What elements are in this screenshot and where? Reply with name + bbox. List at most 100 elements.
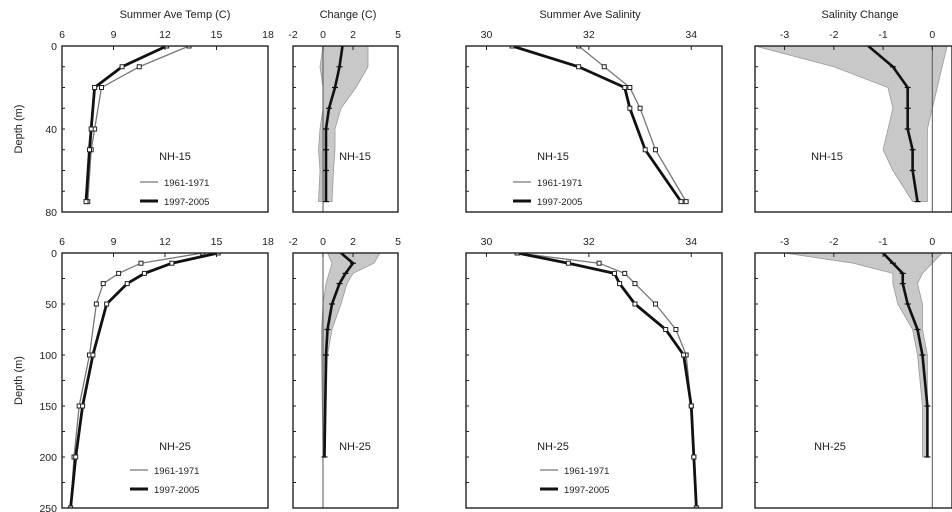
data-point (622, 85, 628, 90)
data-point (601, 64, 607, 70)
axes-frame (465, 45, 723, 213)
x-tick-label: -2 (829, 236, 838, 248)
change-band (318, 46, 369, 203)
data-point (652, 301, 658, 307)
x-tick-label: 15 (211, 236, 223, 248)
data-point (681, 352, 687, 358)
x-tick-label: 0 (929, 236, 935, 248)
x-tick-label: 34 (685, 236, 697, 248)
plot-area (755, 46, 948, 212)
x-tick-label: 9 (111, 236, 117, 248)
station-label: NH-15 (159, 151, 191, 163)
x-tick-label: 2 (350, 29, 356, 41)
x-tick-label: 32 (583, 236, 595, 248)
x-tick-label: -1 (878, 29, 887, 41)
data-point (83, 199, 89, 205)
legend-label-1997: 1997-2005 (164, 197, 209, 208)
series-line-1997 (516, 253, 698, 508)
x-tick-label: -3 (780, 236, 789, 248)
legend-label-1997: 1997-2005 (564, 485, 609, 496)
y-tick-label: 200 (39, 452, 57, 464)
change-band (784, 253, 943, 458)
data-point (141, 270, 147, 276)
x-tick-label: -3 (780, 29, 789, 41)
change-line (323, 253, 355, 458)
x-tick-label: 12 (159, 29, 171, 41)
data-point (576, 46, 582, 49)
data-point (90, 352, 96, 358)
x-tick-label: 12 (159, 236, 171, 248)
panel-title: Salinity Change (821, 9, 898, 21)
data-point (116, 270, 122, 276)
y-tick-label: 0 (51, 248, 57, 260)
data-point (642, 147, 648, 153)
data-point (611, 270, 617, 276)
legend-label-1961: 1961-1971 (154, 466, 199, 477)
axes-frame (292, 252, 399, 509)
x-tick-label: 18 (262, 29, 274, 41)
plot-area (514, 253, 699, 508)
y-tick-label: 150 (39, 401, 57, 413)
data-point (637, 105, 643, 111)
plot-area (321, 253, 381, 508)
x-tick-label: 0 (320, 236, 326, 248)
data-point (186, 46, 192, 49)
y-tick-label: 50 (45, 299, 57, 311)
panel-salinity-nh25: 30 32 34 NH-25 1961-1971 1997-2005 (465, 236, 723, 509)
x-tick-label: 30 (481, 29, 493, 41)
change-line (867, 46, 919, 202)
y-tick-label: 80 (45, 207, 57, 219)
station-label: NH-25 (537, 441, 569, 453)
data-point (632, 281, 638, 287)
y-axis-label: Depth (m) (13, 356, 25, 405)
station-label: NH-25 (339, 441, 371, 453)
series-line-1961 (578, 46, 687, 202)
data-point (509, 46, 515, 49)
change-line (324, 46, 344, 202)
x-tick-label: 32 (583, 29, 595, 41)
station-label: NH-15 (811, 151, 843, 163)
data-point (80, 403, 86, 409)
x-tick-label: 6 (59, 236, 65, 248)
x-tick-label: 0 (320, 29, 326, 41)
legend-label-1997: 1997-2005 (537, 197, 582, 208)
data-point (632, 301, 638, 307)
x-tick-label: 6 (59, 29, 65, 41)
panel-temp-change-nh25: -2 0 2 5 NH-25 (288, 236, 401, 509)
data-point (627, 85, 633, 90)
data-point (169, 260, 175, 266)
station-label: NH-15 (339, 151, 371, 163)
data-point (652, 147, 658, 153)
panel-temp-nh25: 6 9 12 15 18 0 50 100 150 200 250 Depth (m) NH-25 196… (13, 236, 274, 512)
data-point (98, 85, 104, 90)
station-label: NH-15 (537, 151, 569, 163)
data-point (86, 147, 92, 153)
legend-label-1961: 1961-1971 (164, 178, 209, 189)
plot-area (509, 46, 689, 205)
data-point (622, 270, 628, 276)
data-point (627, 105, 633, 111)
panel-salinity-change-nh15: -3 -2 -1 0 Salinity Change NH-15 (754, 9, 952, 213)
plot-area (68, 253, 221, 508)
data-point (104, 301, 110, 307)
x-tick-label: 9 (111, 29, 117, 41)
legend-label-1997: 1997-2005 (154, 485, 199, 496)
data-point (683, 199, 689, 205)
data-point (93, 301, 99, 307)
x-tick-label: 15 (211, 29, 223, 41)
panel-title: Change (C) (320, 9, 377, 21)
panel-temp-change-nh15: -2 0 2 5 Change (C) NH-15 (288, 9, 401, 213)
series-line-1961 (87, 46, 190, 202)
data-point (673, 327, 679, 332)
panel-salinity-nh15: 30 32 34 Summer Ave Salinity NH-15 1961-1971 1… (465, 9, 723, 213)
data-point (596, 260, 602, 266)
series-line-1997 (511, 46, 683, 203)
x-tick-label: 2 (350, 236, 356, 248)
data-point (215, 253, 221, 256)
data-point (119, 64, 125, 70)
data-point (678, 199, 684, 205)
data-point (92, 85, 98, 90)
panel-salinity-change-nh25: -3 -2 -1 0 NH-25 (754, 236, 952, 509)
